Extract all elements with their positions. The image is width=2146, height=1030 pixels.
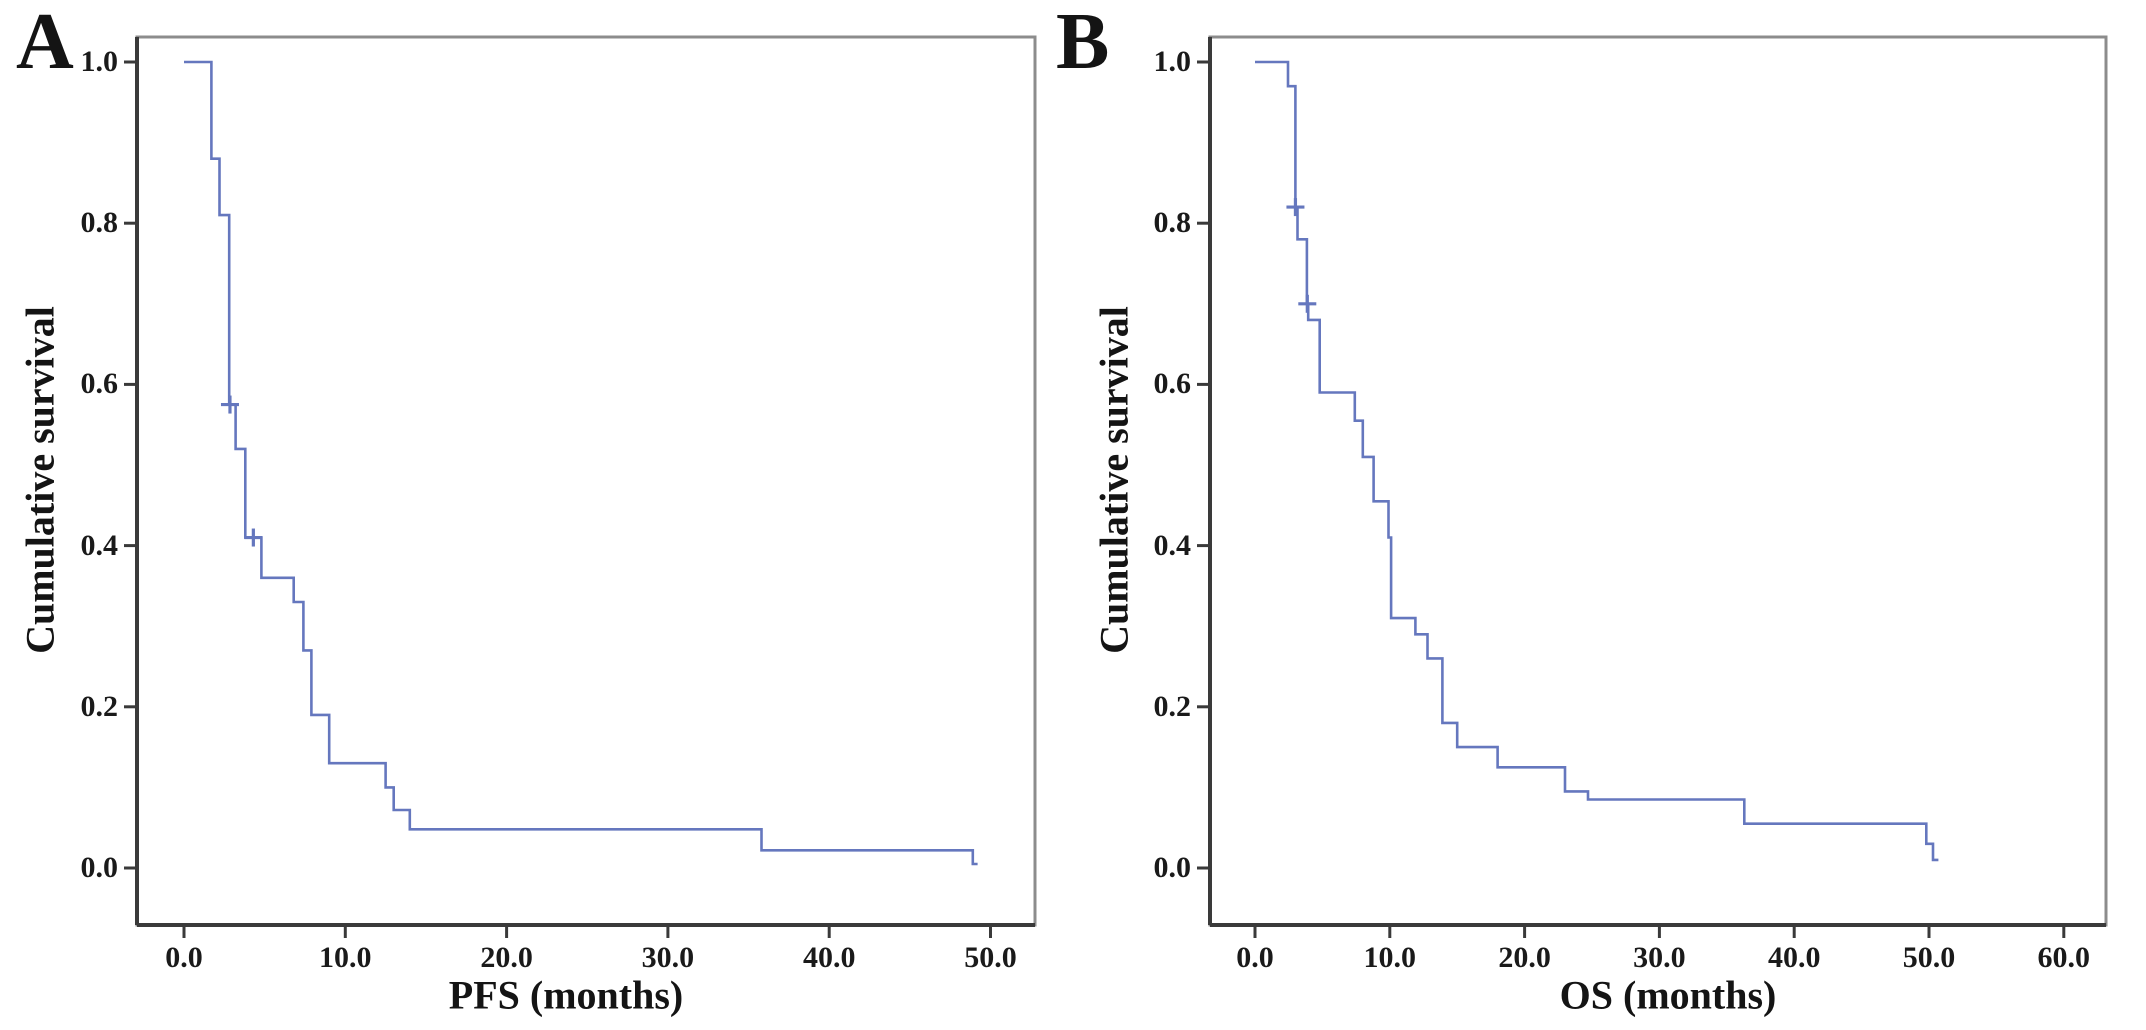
panel-b-y-tick-label: 0.4 (1153, 528, 1192, 562)
panel-b-y-tick-label: 1.0 (1153, 45, 1192, 78)
panel-b-y-tick-label: 0.8 (1153, 206, 1192, 240)
panel-b-y-tick-label: 0.2 (1153, 689, 1192, 723)
panel-b-x-axis-title: OS (months) (1559, 972, 1777, 1018)
panel-b-letter: B (1056, 0, 1110, 86)
panel-a-plot-frame (135, 35, 1037, 927)
panel-a-censor-mark-icon (220, 395, 239, 414)
panel-b-y-axis-title: Cumulative survival (1091, 306, 1137, 654)
panel-a-y-axis-title: Cumulative survival (17, 306, 63, 654)
panel-a-y-tick-label: 0.6 (80, 367, 119, 401)
panel-b-y-tick-label: 0.6 (1153, 367, 1192, 401)
panel-a-y-tick-label: 0.8 (80, 206, 119, 240)
panel-a-survival-curve (184, 60, 978, 866)
panel-a-x-tick-label: 20.0 (480, 941, 533, 974)
panel-b-plot-frame (1208, 35, 2108, 927)
panel-b-survival-curve (1255, 60, 1939, 862)
panel-a-y-tick-label: 0.4 (80, 528, 119, 562)
panel-b-x-tick-label: 40.0 (1767, 941, 1821, 974)
panel-b-censor-mark-icon (1286, 198, 1305, 217)
panel-a-censor-mark-icon (244, 528, 263, 547)
panel-b-x-tick-label: 60.0 (2037, 941, 2091, 974)
panel-a-y-tick-label: 1.0 (80, 45, 119, 78)
panel-a-x-tick-label: 40.0 (802, 941, 856, 974)
panel-a-x-tick-label: 50.0 (964, 941, 1017, 974)
panel-b-x-tick-label: 50.0 (1902, 941, 1956, 974)
panel-b-x-tick-label: 0.0 (1236, 941, 1274, 974)
panel-b-x-tick-label: 10.0 (1363, 941, 1417, 974)
panel-a-letter: A (16, 0, 74, 86)
panel-b-x-tick-label: 20.0 (1498, 941, 1551, 974)
panel-b-censor-mark-icon (1298, 294, 1317, 313)
panel-a-x-tick-label: 0.0 (165, 941, 203, 974)
panel-b-y-tick-label: 0.0 (1153, 851, 1192, 884)
panel-b-x-tick-label: 30.0 (1633, 941, 1686, 974)
panel-a-y-tick-label: 0.2 (80, 689, 119, 723)
panel-a-y-tick-label: 0.0 (80, 851, 119, 884)
panel-a-x-tick-label: 30.0 (641, 941, 695, 974)
panel-a-x-tick-label: 10.0 (319, 941, 372, 974)
panel-a-x-axis-title: PFS (months) (448, 972, 684, 1018)
